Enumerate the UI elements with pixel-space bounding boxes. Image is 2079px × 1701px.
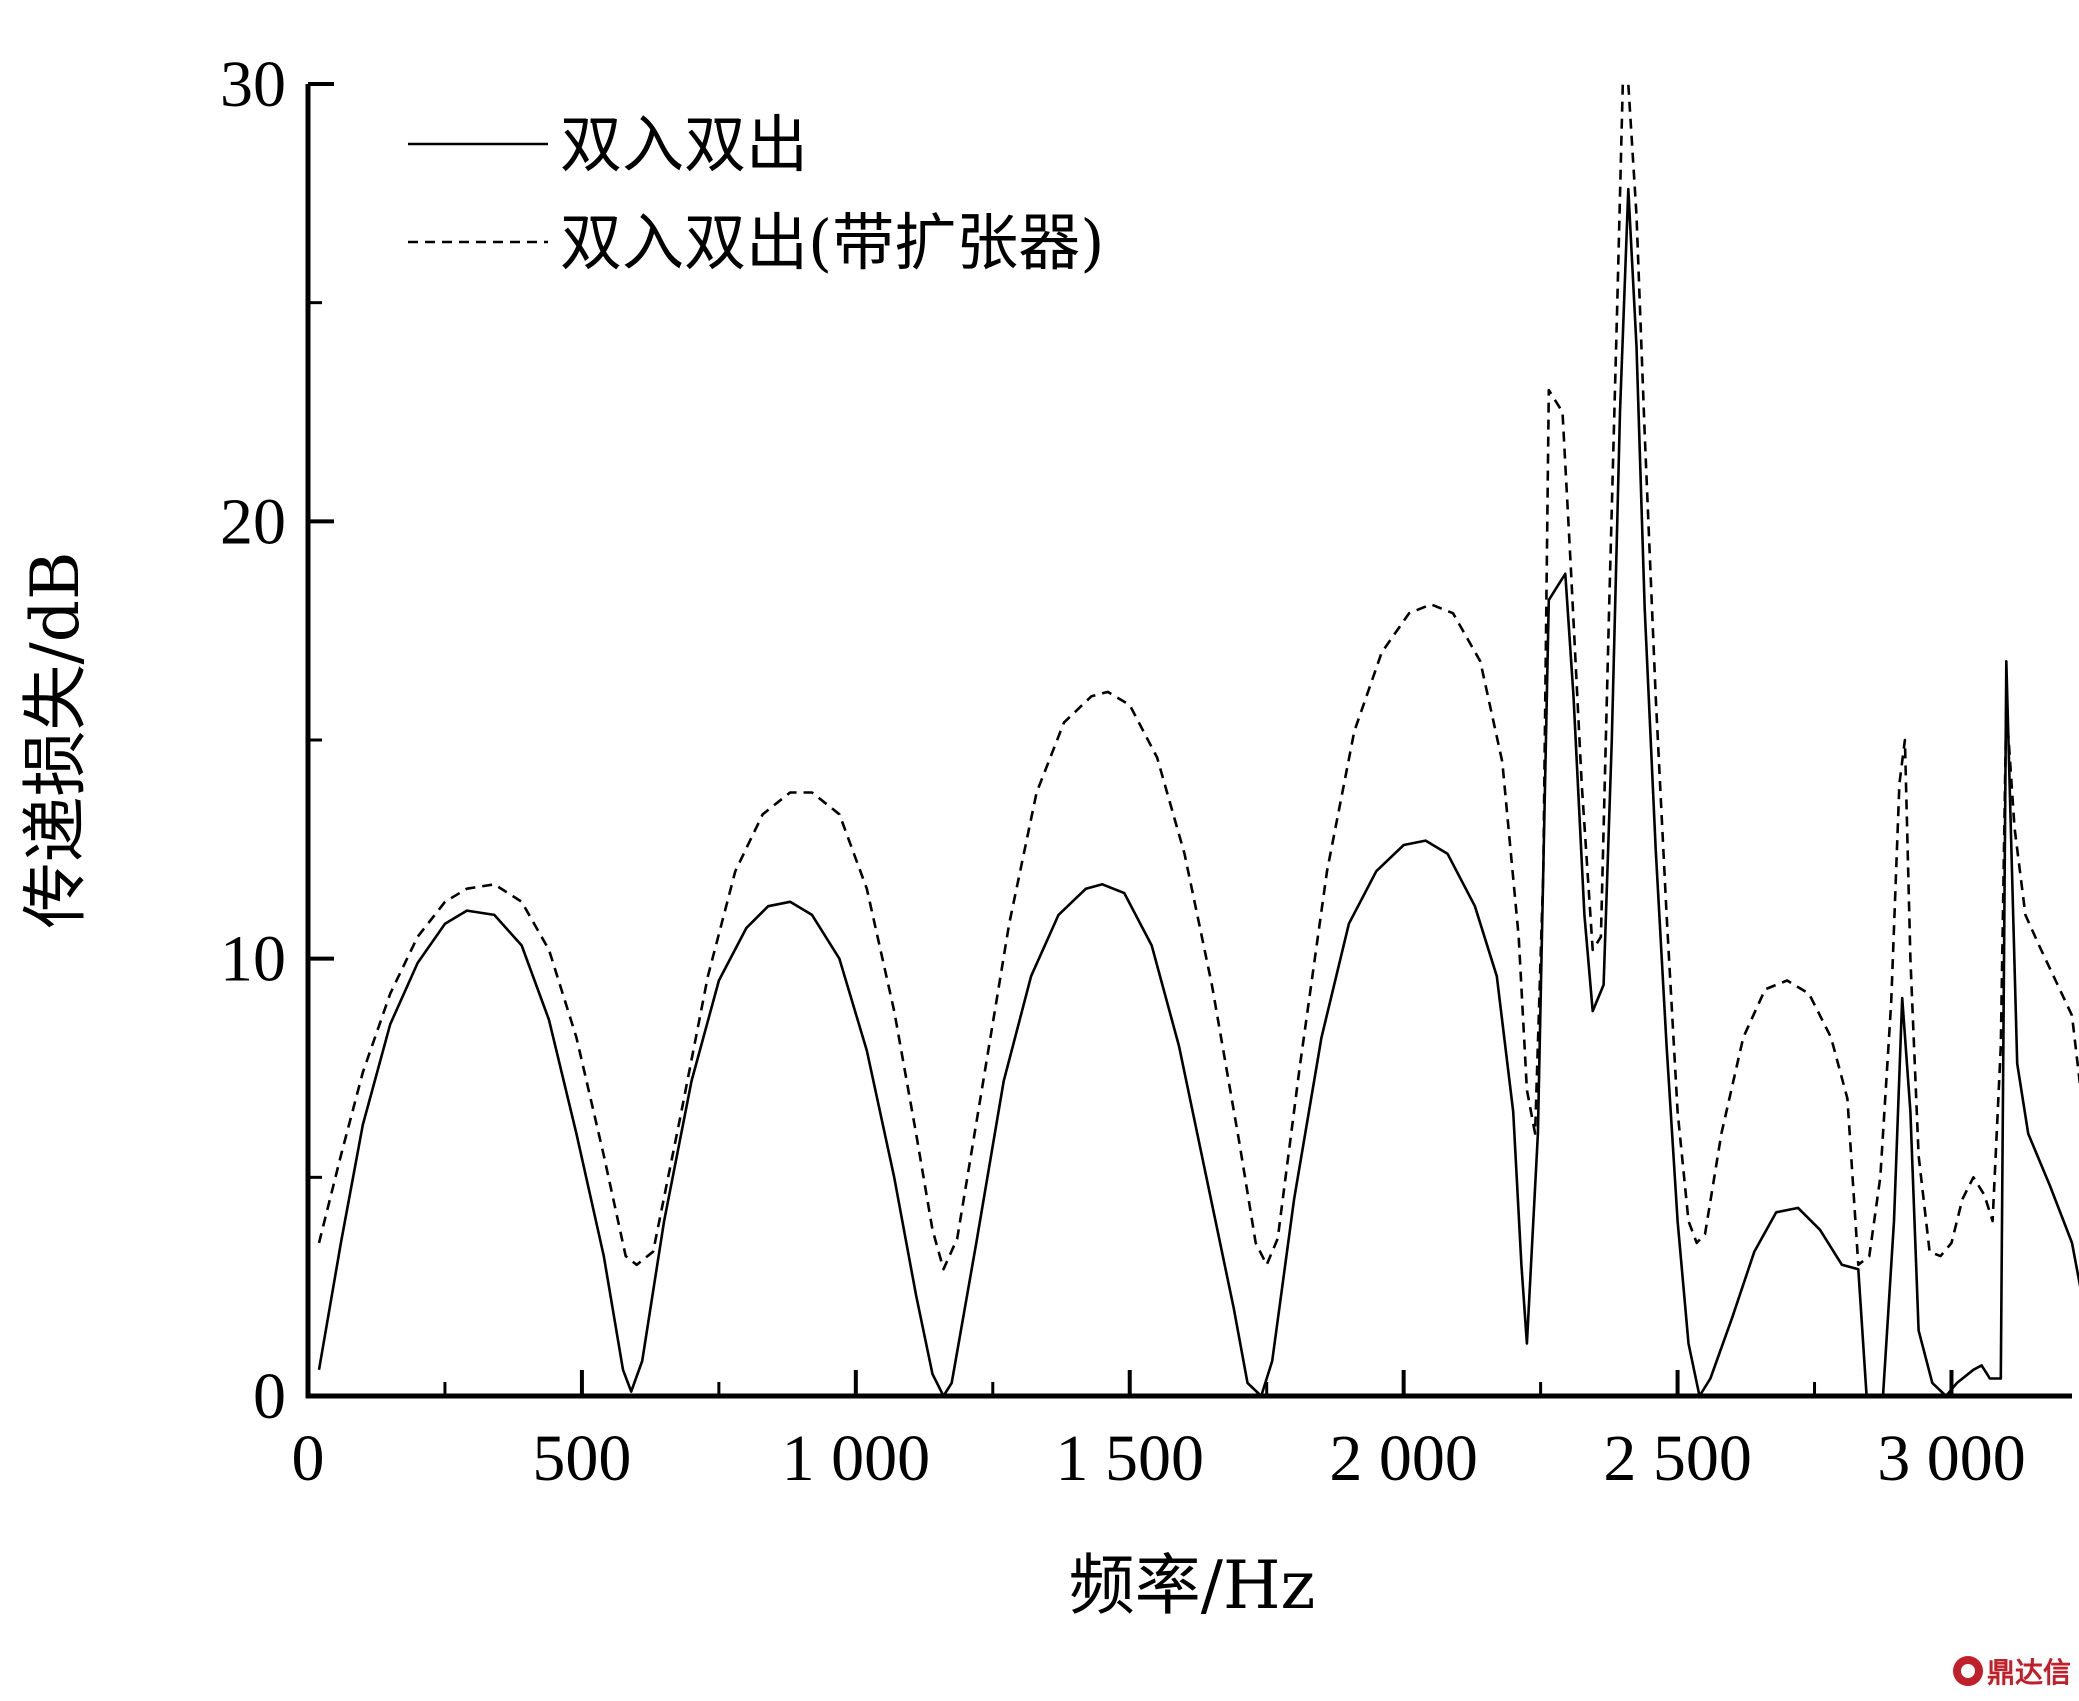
watermark-logo-icon [1952,1656,1983,1686]
x-tick-label: 2 500 [1603,1422,1752,1495]
legend-label-2: 双入双出(带扩张器) [560,206,1104,279]
x-tick-label: 2 000 [1329,1422,1478,1495]
series-line-1 [317,187,2079,1398]
y-tick-label: 10 [220,923,286,996]
y-axis-title: 传递损失/dB [17,552,94,929]
axes [305,84,2072,1399]
x-tick-label: 0 [292,1422,325,1495]
series-layer [317,82,2079,1398]
y-tick-label: 20 [220,485,286,558]
x-axis-title: 频率/Hz [1069,1547,1316,1624]
series-line-2 [317,82,2079,1271]
y-tick-label: 0 [253,1360,286,1433]
watermark: 鼎达信 [1952,1651,2071,1691]
x-tick-label: 1 000 [782,1422,931,1495]
x-tick-label: 1 500 [1055,1422,1204,1495]
x-tick-label: 3 000 [1877,1422,2026,1495]
y-tick-label: 30 [220,48,286,121]
watermark-text: 鼎达信 [1986,1656,2071,1689]
tick-group: 0 10 20 30 0 500 1 000 1 500 2 000 2 500 3 000 [220,48,2026,1495]
x-tick-label: 500 [532,1422,631,1495]
legend-label-1: 双入双出 [560,108,808,181]
